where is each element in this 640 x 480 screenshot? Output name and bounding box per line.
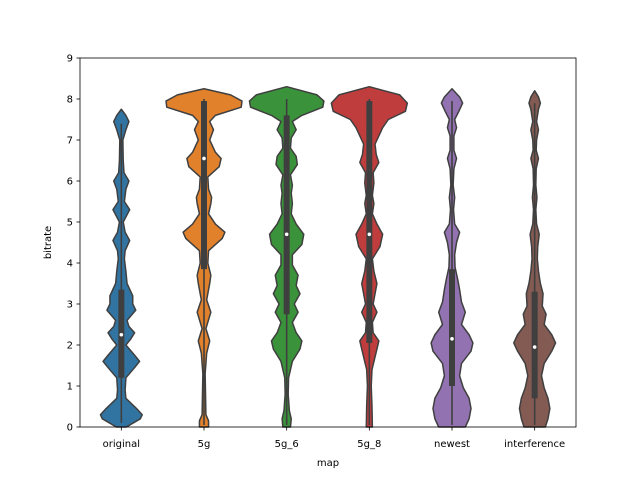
violin-interference — [513, 90, 557, 428]
violin-iqr-box — [366, 101, 373, 343]
x-axis: original 5g 5g_6 5g_8 newest interference — [103, 427, 565, 450]
plot-frame — [79, 57, 577, 428]
x-tick-label: 5g_8 — [357, 439, 381, 450]
violin-iqr-box — [449, 269, 455, 386]
y-tick-label: 8 — [67, 95, 73, 106]
x-tick-label: original — [103, 439, 140, 450]
y-tick-label: 3 — [67, 300, 73, 311]
violin-5g_8 — [330, 85, 409, 428]
x-tick-label: interference — [504, 439, 565, 450]
y-tick-label: 6 — [67, 177, 73, 188]
violin-median-point — [367, 232, 372, 237]
x-tick-label: newest — [434, 439, 470, 450]
violin-iqr-box — [531, 291, 538, 399]
violin-original — [99, 108, 143, 428]
violin-median-point — [284, 232, 289, 237]
violin-median-point — [532, 345, 537, 349]
y-tick-label: 9 — [67, 54, 73, 65]
y-tick-label: 0 — [67, 423, 73, 434]
violin-median-point — [202, 156, 206, 161]
y-axis-label: bitrate — [43, 226, 54, 259]
violin-median-point — [450, 337, 454, 341]
violin-newest — [430, 88, 474, 428]
violin-median-point — [119, 332, 124, 337]
y-tick-label: 4 — [67, 259, 73, 270]
violin-iqr-box — [283, 115, 290, 315]
violin-iqr-box — [201, 101, 207, 270]
violin-5g_6 — [248, 85, 325, 428]
violin-5g — [165, 88, 243, 428]
y-axis: 0 1 2 3 4 5 6 7 8 9 — [67, 54, 80, 434]
y-tick-label: 1 — [67, 382, 73, 393]
x-tick-label: 5g — [198, 439, 211, 450]
violin-group — [99, 85, 557, 428]
y-tick-label: 5 — [67, 218, 73, 229]
x-tick-label: 5g_6 — [275, 439, 299, 450]
y-tick-label: 2 — [67, 341, 73, 352]
y-tick-label: 7 — [67, 136, 73, 147]
x-axis-label: map — [317, 458, 339, 469]
